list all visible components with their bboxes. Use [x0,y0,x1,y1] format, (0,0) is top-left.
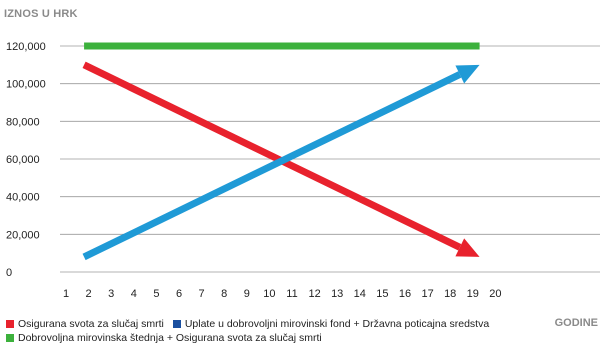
x-tick-label: 20 [489,288,501,300]
y-axis-title: IZNOS U HRK [4,8,78,20]
x-tick-label: 5 [153,288,159,300]
y-tick-label: 20,000 [6,229,40,241]
x-tick-labels: 1 2 3 4 5 6 7 8 9 10 11 12 13 14 15 16 17 18 19 20 [63,288,502,300]
y-tick-label: 0 [6,267,12,279]
x-tick-label: 14 [354,288,366,300]
x-axis-title: GODINE [554,317,598,329]
x-tick-label: 8 [221,288,227,300]
x-tick-label: 13 [331,288,343,300]
x-tick-label: 2 [86,288,92,300]
legend-item-blue: Uplate u dobrovoljni mirovinski fond + D… [172,317,490,331]
grid-lines [60,45,600,273]
legend: Osigurana svota za slučaj smrti Uplate u… [6,317,495,345]
legend-swatch-red [6,320,14,328]
x-tick-label: 3 [108,288,114,300]
x-tick-label: 17 [421,288,433,300]
y-tick-label: 120,000 [6,41,46,53]
legend-item-green: Dobrovoljna mirovinska štednja + Osigura… [6,331,322,345]
x-tick-label: 6 [176,288,182,300]
y-tick-label: 40,000 [6,192,40,204]
chart-area: 020,00040,00060,00080,000100,000120,000 … [6,41,600,300]
x-tick-label: 1 [63,288,69,300]
legend-swatch-blue [172,320,181,328]
x-tick-label: 18 [444,288,456,300]
series-arrowhead-1 [455,64,480,84]
legend-item-red: Osigurana svota za slučaj smrti [6,317,164,331]
x-tick-label: 16 [399,288,411,300]
x-tick-label: 9 [244,288,250,300]
series-lines [82,42,480,261]
series-line-1 [82,71,462,261]
legend-label: Uplate u dobrovoljni mirovinski fond + D… [184,318,490,330]
series-arrowhead-0 [455,238,480,257]
y-tick-label: 80,000 [6,116,40,128]
series-line-0 [82,61,462,251]
x-tick-label: 7 [199,288,205,300]
y-tick-label: 60,000 [6,154,40,166]
y-tick-label: 100,000 [6,79,46,91]
legend-swatch-green [6,334,14,342]
x-tick-label: 4 [131,288,137,300]
x-tick-label: 15 [376,288,388,300]
x-tick-label: 10 [263,288,275,300]
y-tick-labels: 0 20,000 40,000 60,000 80,000 100,000 120,000 [6,41,46,279]
x-tick-label: 11 [286,288,297,300]
legend-label: Osigurana svota za slučaj smrti [18,318,164,330]
x-tick-label: 12 [308,288,320,300]
legend-label: Dobrovoljna mirovinska štednja + Osigura… [18,332,322,344]
x-tick-label: 19 [467,288,479,300]
